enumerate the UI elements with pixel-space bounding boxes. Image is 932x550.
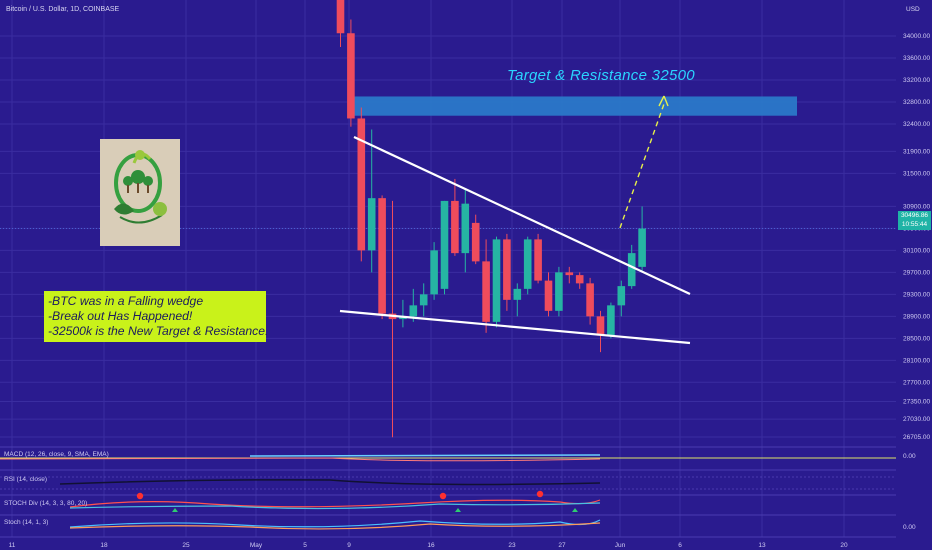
y-tick-label: 33200.00 — [903, 77, 930, 84]
rsi-line — [59, 479, 601, 486]
y-tick-label: 27030.00 — [903, 416, 930, 423]
projection-arrowhead-icon — [658, 95, 669, 107]
y-tick-label: 28100.00 — [903, 357, 930, 364]
x-tick-label: Jun — [615, 542, 626, 549]
candle-body[interactable] — [492, 239, 501, 322]
candle-body[interactable] — [440, 200, 449, 289]
bearish-div-marker-icon — [536, 490, 544, 498]
candle-body[interactable] — [513, 288, 522, 300]
candle-body[interactable] — [596, 316, 605, 336]
candle-body[interactable] — [627, 253, 636, 287]
candle-body[interactable] — [357, 118, 366, 251]
note-line: -Break out Has Happened! — [48, 309, 193, 323]
target-annotation: Target & Resistance 32500 — [507, 67, 695, 84]
currency-label: USD — [906, 6, 920, 13]
candle-body[interactable] — [336, 0, 345, 34]
candle-body[interactable] — [451, 200, 459, 254]
candle-body[interactable] — [607, 305, 615, 336]
x-tick-label: 13 — [758, 542, 766, 549]
y-tick-label: 31900.00 — [903, 148, 930, 155]
stoch-value: 0.00 — [903, 524, 916, 531]
x-tick-label: 5 — [303, 542, 307, 549]
macd-value: 0.00 — [903, 453, 916, 460]
candle-body[interactable] — [378, 198, 386, 314]
y-tick-label: 30100.00 — [903, 247, 930, 254]
candle-body[interactable] — [617, 286, 626, 306]
macd-label[interactable]: MACD (12, 26, close, 9, SMA, EMA) — [4, 451, 109, 458]
macd-histogram-line — [249, 454, 601, 457]
candle-body[interactable] — [482, 261, 490, 322]
stoch-div-d-line — [69, 502, 601, 510]
stoch-div-label[interactable]: STOCH Div (14, 3, 3, 80, 20) — [4, 500, 88, 507]
stoch-label[interactable]: Stoch (14, 1, 3) — [4, 519, 49, 526]
note-line: -32500k is the New Target & Resistance. — [48, 324, 269, 338]
bar-countdown: 10:55:44 — [901, 221, 928, 228]
candle-body[interactable] — [523, 239, 532, 289]
y-tick-label: 31500.00 — [903, 170, 930, 177]
projection-arrow[interactable] — [619, 103, 665, 229]
x-tick-label: 11 — [9, 542, 16, 549]
wedge-lower-line[interactable] — [339, 309, 691, 345]
bullish-div-marker-icon — [455, 508, 461, 512]
candle-body[interactable] — [430, 250, 438, 295]
x-tick-label: 18 — [100, 542, 108, 549]
bullish-div-marker-icon — [572, 508, 578, 512]
y-tick-label: 27350.00 — [903, 399, 930, 406]
y-tick-label: 26705.00 — [903, 434, 930, 441]
candle-body[interactable] — [638, 228, 646, 267]
x-tick-label: 25 — [182, 542, 190, 549]
candle-body[interactable] — [409, 305, 418, 317]
bearish-div-marker-icon — [136, 492, 144, 500]
bearish-div-marker-icon — [439, 492, 447, 500]
x-tick-label: 23 — [508, 542, 516, 549]
notes-box: -BTC was in a Falling wedge -Break out H… — [44, 291, 269, 342]
rsi-label[interactable]: RSI (14, close) — [4, 476, 47, 483]
candle-body[interactable] — [419, 294, 428, 306]
last-price: 30496.86 — [900, 212, 929, 219]
x-tick-label: 20 — [840, 542, 848, 549]
y-tick-label: 34000.00 — [903, 33, 930, 40]
x-tick-label: 27 — [558, 542, 566, 549]
stoch-k-line — [69, 519, 601, 528]
logo-image — [100, 139, 180, 246]
macd-signal-line — [0, 457, 601, 462]
candle-body[interactable] — [565, 272, 574, 276]
candle-body[interactable] — [586, 283, 594, 317]
resistance-zone[interactable] — [353, 96, 797, 116]
stoch-div-k-line — [69, 499, 601, 508]
y-tick-label: 27700.00 — [903, 379, 930, 386]
y-tick-label: 28500.00 — [903, 335, 930, 342]
y-tick-label: 32400.00 — [903, 121, 930, 128]
wedge-upper-line[interactable] — [353, 136, 691, 295]
candle-body[interactable] — [503, 239, 511, 300]
x-tick-label: 6 — [678, 542, 682, 549]
candle-body[interactable] — [555, 272, 563, 311]
stoch-d-line — [69, 522, 601, 530]
candle-body[interactable] — [461, 203, 470, 254]
y-tick-label: 30900.00 — [903, 203, 930, 210]
x-tick-label: 9 — [347, 542, 351, 549]
y-tick-label: 29300.00 — [903, 291, 930, 298]
candle-body[interactable] — [575, 275, 584, 284]
symbol-title: Bitcoin / U.S. Dollar, 1D, COINBASE — [6, 6, 120, 13]
candle-body[interactable] — [367, 198, 376, 251]
y-tick-label: 29700.00 — [903, 269, 930, 276]
candle-body[interactable] — [534, 239, 542, 281]
note-line: -BTC was in a Falling wedge — [48, 294, 204, 308]
tree-logo-icon — [114, 150, 167, 224]
candle-body[interactable] — [347, 33, 355, 119]
candle-body[interactable] — [471, 222, 480, 262]
bullish-div-marker-icon — [172, 508, 178, 512]
x-tick-label: 16 — [427, 542, 435, 549]
x-tick-label: May — [250, 542, 263, 549]
last-price-tag: 30496.86 10:55:44 — [898, 211, 931, 230]
y-tick-label: 28900.00 — [903, 313, 930, 320]
candle-body[interactable] — [544, 280, 553, 311]
y-tick-label: 32800.00 — [903, 99, 930, 106]
y-tick-label: 33600.00 — [903, 55, 930, 62]
